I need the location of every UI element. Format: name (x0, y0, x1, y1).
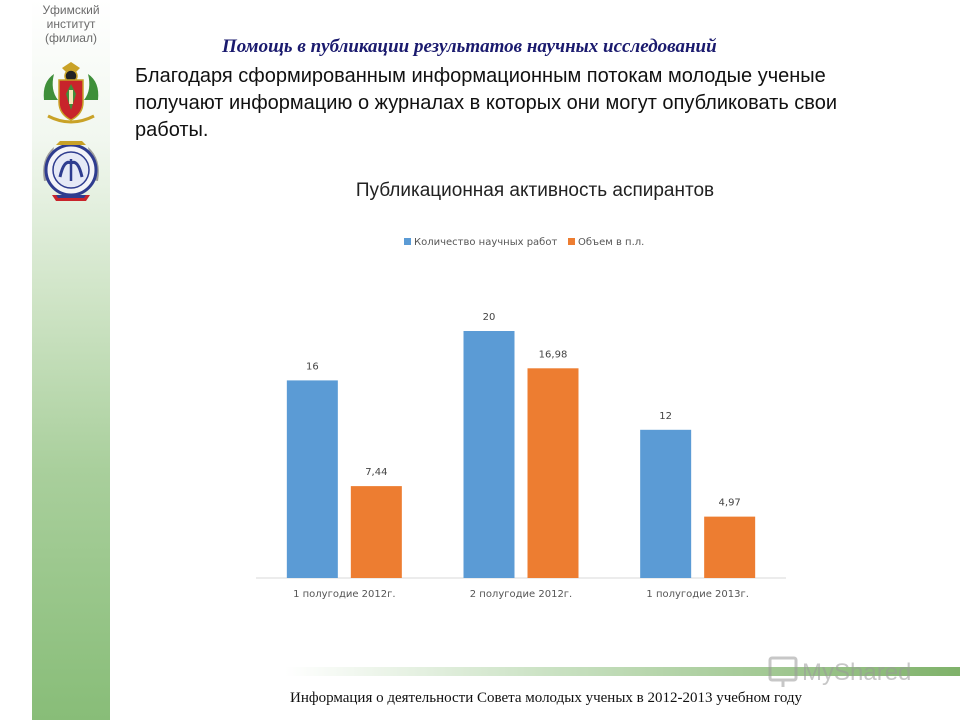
institute-line-2: институт (46, 17, 96, 31)
x-tick-label: 1 полугодие 2013г. (646, 589, 749, 600)
footer-text: Информация о деятельности Совета молодых… (290, 690, 803, 706)
institute-line-1: Уфимский (42, 3, 100, 17)
legend-swatch (568, 238, 575, 245)
bar (704, 516, 756, 578)
legend-swatch (404, 238, 411, 245)
bar (527, 368, 579, 578)
coat-of-arms-icon (43, 62, 99, 124)
institute-line-3: (филиал) (45, 31, 97, 45)
x-tick-label: 1 полугодие 2012г. (293, 589, 396, 600)
data-label: 20 (483, 312, 496, 323)
academy-seal-icon (43, 141, 99, 201)
data-label: 16 (306, 361, 319, 372)
chart-title: Публикационная активность аспирантов (355, 180, 715, 201)
legend-label: Объем в п.л. (578, 237, 644, 248)
footer-divider (285, 667, 960, 676)
data-label: 7,44 (365, 467, 387, 478)
bar (640, 429, 692, 578)
slide-intro-text: Благодаря сформированным информационным … (135, 65, 838, 141)
data-label: 12 (659, 411, 672, 422)
institute-name: Уфимский институт (филиал) (32, 3, 110, 45)
x-tick-label: 2 полугодие 2012г. (470, 589, 573, 600)
data-label: 4,97 (719, 498, 741, 509)
slide-heading: Помощь в публикации результатов научных … (222, 36, 717, 57)
data-label: 16,98 (539, 349, 568, 360)
legend-label: Количество научных работ (414, 237, 557, 248)
sidebar: Уфимский институт (филиал) (32, 0, 110, 720)
bar (463, 331, 515, 578)
watermark-text: MyShared (802, 659, 911, 686)
watermark-logo: MyShared (768, 656, 911, 687)
bar (350, 486, 402, 578)
presentation-icon (768, 656, 798, 682)
bar (286, 380, 338, 578)
